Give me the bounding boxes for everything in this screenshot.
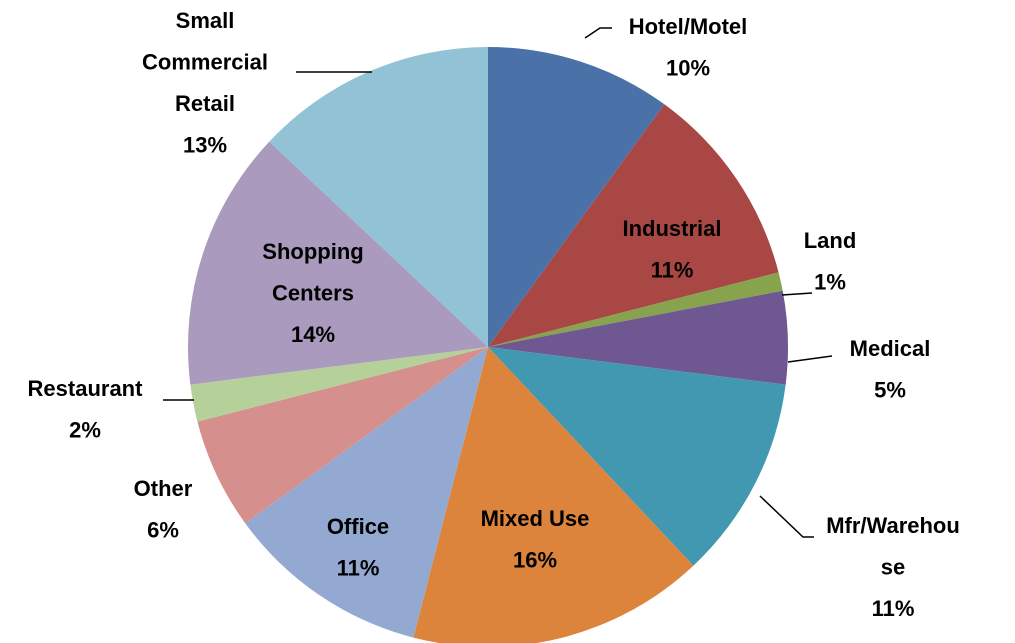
pie-slice — [488, 47, 665, 347]
pie-slice — [190, 347, 488, 422]
category-label: Mixed Use — [481, 506, 590, 531]
labels: Hotel/Motel 10% Industrial 11% Land 1% Medical… — [28, 8, 960, 621]
category-label: Mfr/Warehou se — [826, 513, 960, 580]
category-label: Restaurant — [28, 376, 144, 401]
value-label: 11% — [651, 257, 694, 282]
value-label: 5% — [874, 377, 906, 402]
category-label: Industrial — [622, 216, 721, 241]
pie-slice — [187, 141, 488, 385]
value-label: 14% — [291, 322, 335, 347]
pie — [187, 47, 789, 643]
category-label: Office — [327, 514, 389, 539]
category-label: Small Commercial Retail — [142, 8, 268, 116]
pie-slice — [488, 272, 783, 347]
leader-line — [584, 27, 612, 39]
pie-slice — [413, 347, 694, 643]
value-label: 2% — [69, 417, 101, 442]
value-label: 1% — [814, 269, 846, 294]
leader-line — [781, 292, 813, 296]
value-label: 6% — [147, 517, 179, 542]
value-label: 11% — [337, 555, 380, 580]
category-label: Medical — [850, 336, 931, 361]
pie-slice — [488, 347, 786, 566]
value-label: 11% — [872, 596, 915, 621]
pie-slice — [488, 290, 789, 385]
value-label: 10% — [666, 55, 710, 80]
category-label: Hotel/Motel — [629, 14, 748, 39]
category-label: Shopping Centers — [262, 239, 363, 306]
category-label: Other — [134, 476, 193, 501]
pie-slice — [197, 347, 488, 524]
pie-slice — [488, 104, 779, 348]
pie-slice — [269, 47, 488, 347]
value-label: 13% — [183, 132, 227, 157]
category-label: Land — [804, 228, 857, 253]
pie-slice — [245, 347, 488, 638]
leader-line — [787, 355, 833, 363]
value-label: 16% — [513, 547, 557, 572]
leader-line — [759, 495, 814, 538]
